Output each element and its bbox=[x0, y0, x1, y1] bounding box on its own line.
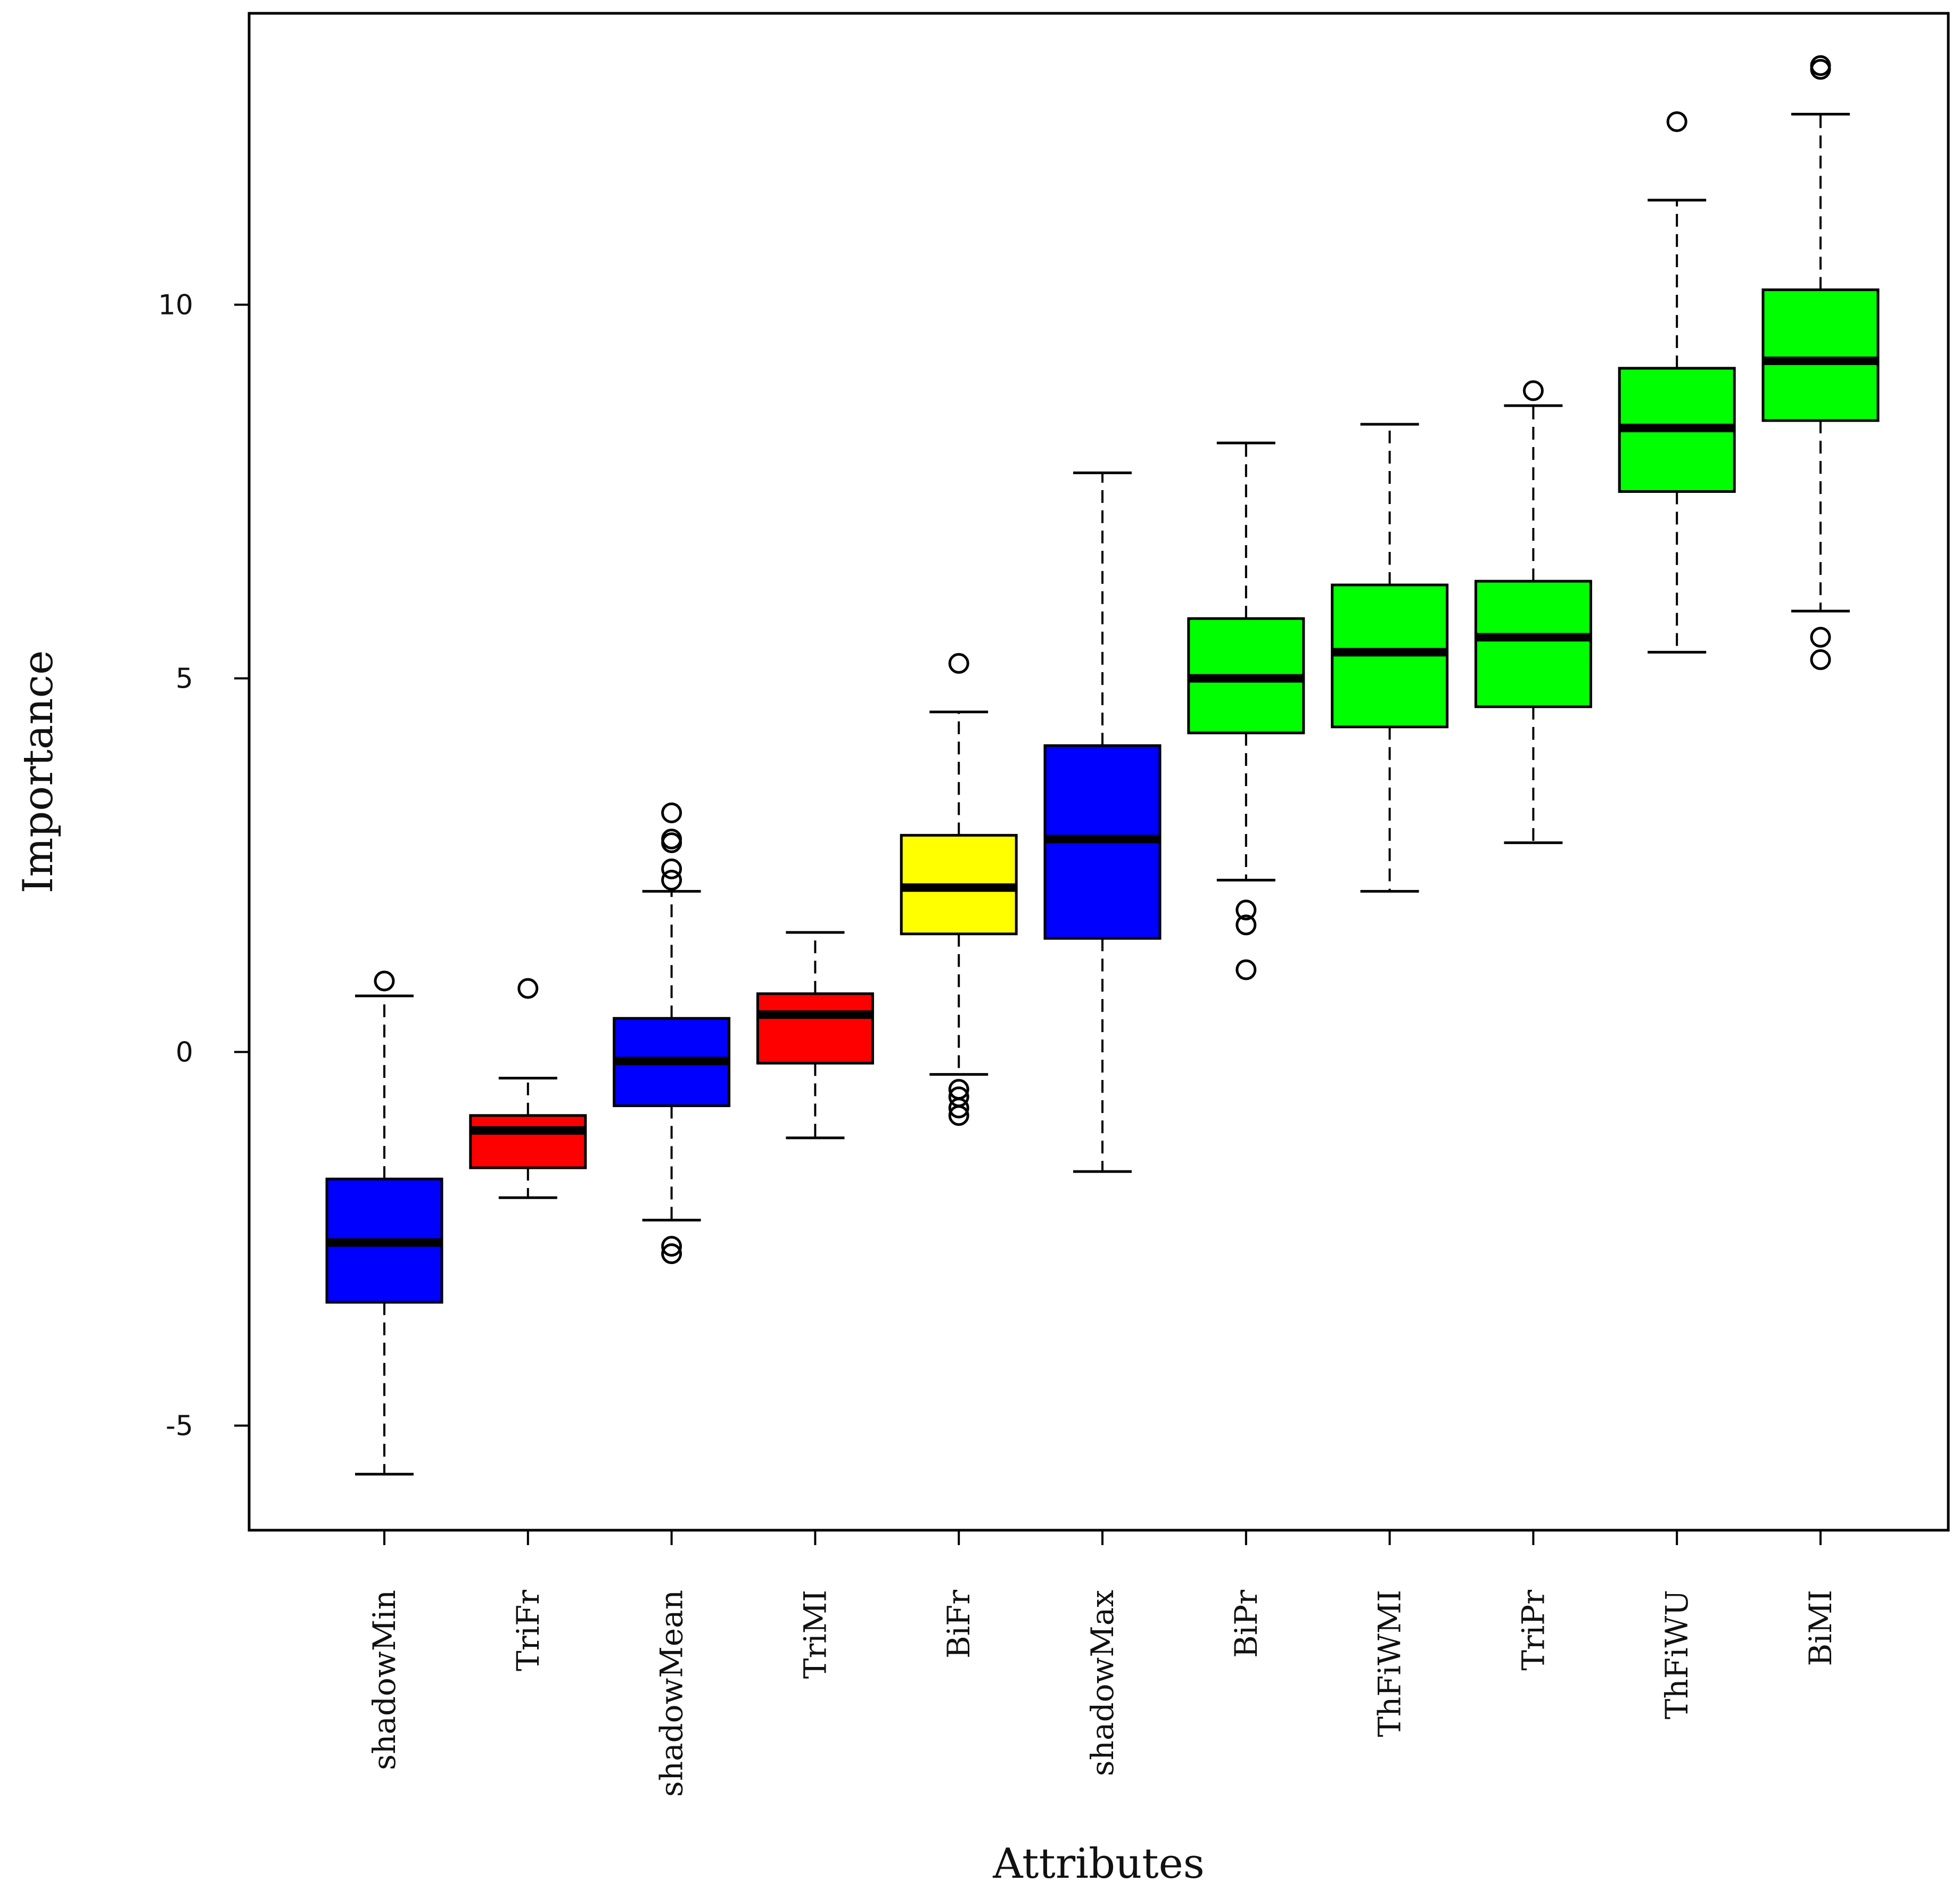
x-axis: shadowMin TriFr shadowMean TriMI BiFr shadowM… bbox=[366, 1530, 1839, 1797]
outlier-point bbox=[1810, 626, 1831, 648]
boxes-layer bbox=[325, 55, 1880, 1476]
outlier-point bbox=[374, 970, 395, 992]
outlier-point bbox=[661, 1236, 682, 1257]
y-tick-label: 5 bbox=[176, 663, 193, 695]
y-axis-title: Importance bbox=[14, 650, 62, 894]
box-iqr bbox=[1761, 288, 1880, 422]
x-tick-label: TriFr bbox=[510, 1590, 546, 1671]
outlier-point bbox=[1810, 59, 1831, 80]
box-ThFiWMI bbox=[1331, 423, 1449, 893]
y-tick-label: -5 bbox=[166, 1410, 193, 1442]
x-tick-label: shadowMax bbox=[1084, 1590, 1121, 1776]
outlier-point bbox=[661, 832, 682, 853]
box-TriFr bbox=[469, 978, 587, 1199]
y-axis: -5 0 5 10 bbox=[158, 290, 249, 1442]
outlier-point bbox=[661, 1243, 682, 1265]
x-tick-label: BiPr bbox=[1228, 1590, 1264, 1658]
outlier-point bbox=[948, 1097, 969, 1119]
x-tick-label: shadowMean bbox=[654, 1590, 690, 1797]
y-tick-label: 0 bbox=[176, 1036, 193, 1068]
box-ThFiWU bbox=[1618, 111, 1736, 654]
outlier-point bbox=[517, 978, 539, 999]
outlier-point bbox=[948, 653, 969, 674]
outlier-point bbox=[1236, 899, 1257, 921]
box-iqr bbox=[756, 992, 874, 1065]
outlier-point bbox=[1236, 959, 1257, 980]
box-shadowMean bbox=[613, 802, 731, 1265]
outlier-point bbox=[948, 1105, 969, 1126]
x-tick-label: BiFr bbox=[941, 1590, 977, 1658]
box-BiPr bbox=[1187, 441, 1305, 980]
x-axis-title: Attributes bbox=[992, 1840, 1205, 1888]
x-tick-label: TriPr bbox=[1515, 1590, 1551, 1671]
outlier-point bbox=[1810, 649, 1831, 670]
outlier-point bbox=[1236, 914, 1257, 936]
x-tick-label: ThFiWU bbox=[1659, 1590, 1695, 1719]
outlier-point bbox=[661, 859, 682, 880]
box-iqr bbox=[1474, 580, 1592, 708]
x-tick-label: shadowMin bbox=[366, 1590, 402, 1770]
x-tick-label: TriMI bbox=[797, 1590, 833, 1679]
outlier-point bbox=[1522, 380, 1544, 401]
outlier-point bbox=[1666, 111, 1687, 133]
outlier-point bbox=[661, 802, 682, 823]
x-tick-label: BiMI bbox=[1802, 1590, 1839, 1666]
outlier-point bbox=[661, 870, 682, 891]
y-tick-label: 10 bbox=[158, 290, 193, 321]
box-shadowMin bbox=[325, 970, 443, 1476]
box-BiMI bbox=[1761, 55, 1880, 670]
box-TriMI bbox=[756, 931, 874, 1140]
x-tick-label: ThFiWMI bbox=[1372, 1590, 1408, 1737]
box-shadowMax bbox=[1043, 471, 1162, 1173]
box-iqr bbox=[469, 1114, 587, 1169]
plot-frame bbox=[248, 12, 1950, 1532]
box-TriPr bbox=[1474, 380, 1592, 844]
box-BiFr bbox=[900, 653, 1018, 1126]
